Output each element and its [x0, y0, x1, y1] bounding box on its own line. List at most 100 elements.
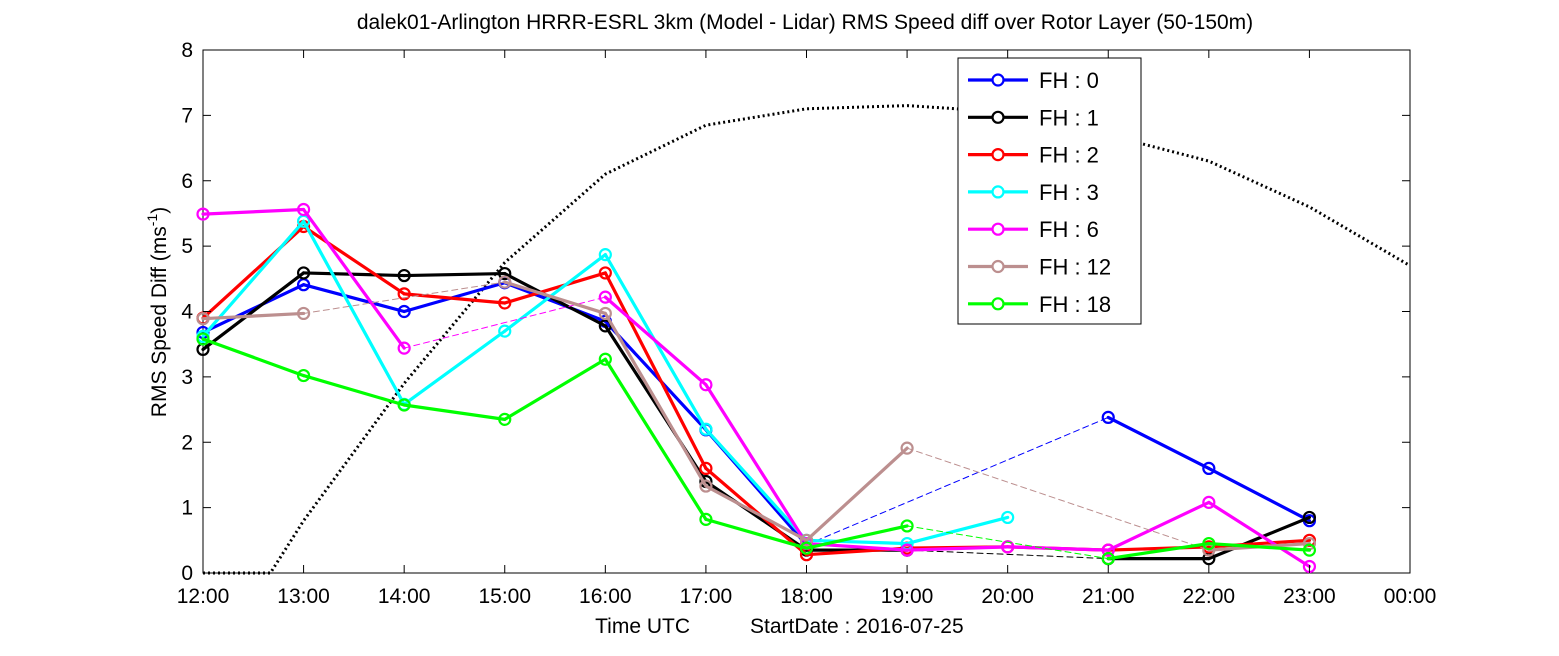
legend-entry: FH : 12 [968, 255, 1111, 280]
x-tick-label: 20:00 [981, 585, 1034, 608]
x-tick-label: 19:00 [881, 585, 934, 608]
legend-label: FH : 0 [1039, 68, 1099, 93]
start-date-label: StartDate : 2016-07-25 [750, 615, 964, 638]
legend-marker [991, 73, 1005, 87]
series-segment [1207, 466, 1312, 523]
series-point [498, 296, 512, 310]
y-axis-label-close: ) [148, 207, 171, 214]
series-segment [301, 224, 406, 296]
legend-marker [991, 259, 1005, 274]
y-axis-label-main: RMS Speed Diff (ms [148, 226, 171, 417]
series-segment [301, 219, 406, 406]
series-point [900, 543, 914, 557]
legend-label: FH : 18 [1039, 292, 1111, 317]
y-tick-label: 2 [181, 431, 193, 454]
series-point [799, 533, 814, 547]
series-segment [402, 292, 507, 305]
series-point [296, 202, 311, 217]
series-gap-segment [906, 447, 1210, 551]
series-segment [503, 271, 607, 305]
series-4 [196, 202, 1317, 574]
series-point [1101, 552, 1115, 566]
plot-area [196, 49, 1411, 575]
series-gap-segment [806, 416, 1109, 546]
series-point [1001, 540, 1015, 554]
series-point [1101, 543, 1115, 557]
series-point [1202, 495, 1216, 509]
series-segment [1106, 415, 1211, 470]
series-point [498, 266, 512, 281]
y-tick-label: 0 [181, 562, 193, 585]
series-point [598, 306, 612, 321]
legend-label: FH : 12 [1039, 255, 1111, 280]
legend-label: FH : 2 [1039, 143, 1099, 168]
series-point [498, 412, 512, 426]
series-segment [503, 280, 607, 316]
series-segment [905, 545, 1010, 552]
series-point [598, 266, 612, 280]
series-segment [804, 524, 909, 550]
legend: FH : 0 FH : 1 FH : 2 FH : 3 FH : 6 FH : 12 FH … [957, 57, 1142, 325]
legend-marker [991, 222, 1005, 236]
series-segment [804, 538, 909, 546]
series-point [699, 422, 713, 436]
series-segment [503, 281, 607, 323]
series-segment [402, 271, 507, 278]
x-axis-ticks: 12:00 13:00 14:00 15:00 16:00 17:00 18:00 19:00… [177, 50, 1436, 608]
series-segment [704, 484, 809, 542]
series-segment [301, 271, 406, 278]
series-point [296, 266, 311, 280]
series-segment [905, 515, 1010, 546]
series-segment [301, 373, 406, 407]
series-point [498, 324, 512, 338]
series-segment [201, 337, 306, 378]
series-point [397, 398, 411, 412]
x-axis-label: Time UTC [595, 615, 690, 638]
series-5 [196, 275, 1317, 557]
series-segment [1106, 500, 1211, 552]
series-point [598, 290, 612, 304]
axes-box [202, 49, 1411, 574]
series-point [1101, 410, 1115, 425]
series-gap-segment [403, 296, 606, 349]
legend-marker [991, 185, 1005, 199]
series-segment [603, 295, 708, 387]
x-tick-label: 21:00 [1082, 585, 1135, 608]
series-segment [603, 311, 708, 488]
series-point [1001, 510, 1015, 525]
series-point [1302, 543, 1317, 557]
x-tick-label: 16:00 [579, 585, 632, 608]
x-tick-label: 23:00 [1283, 585, 1336, 608]
x-tick-label: 14:00 [378, 585, 431, 608]
series-point [598, 248, 612, 262]
legend-items: FH : 0 FH : 1 FH : 2 FH : 3 FH : 6 FH : 12 FH … [968, 68, 1111, 317]
series-segment [704, 383, 809, 546]
series-6 [196, 332, 1317, 566]
series-segment [704, 517, 809, 550]
x-tick-label: 22:00 [1183, 585, 1236, 608]
series-segment [1207, 515, 1312, 561]
y-axis-label: RMS Speed Diff (ms-1) [144, 207, 171, 417]
legend-entry: FH : 3 [968, 180, 1099, 205]
series-segment [201, 283, 306, 335]
series-gap-segment [303, 281, 506, 314]
series-point [397, 304, 411, 319]
y-tick-label: 1 [181, 497, 193, 520]
y-axis-ticks: 0 1 2 3 4 5 6 7 8 [181, 39, 1410, 585]
legend-label: FH : 6 [1039, 217, 1099, 242]
x-tick-label: 18:00 [780, 585, 833, 608]
series-point [598, 352, 612, 366]
series-point [196, 312, 210, 326]
reference-curve-layer [203, 104, 1411, 575]
series-point [900, 519, 914, 533]
series-segment [402, 403, 507, 421]
series-segment [301, 283, 406, 314]
x-tick-label: 13:00 [277, 585, 330, 608]
series-point [1202, 536, 1216, 551]
series-point [397, 268, 411, 283]
x-tick-label: 15:00 [478, 585, 531, 608]
series-point [900, 441, 914, 455]
series-segment [201, 311, 306, 321]
legend-marker [991, 148, 1005, 162]
y-tick-label: 8 [181, 39, 193, 62]
